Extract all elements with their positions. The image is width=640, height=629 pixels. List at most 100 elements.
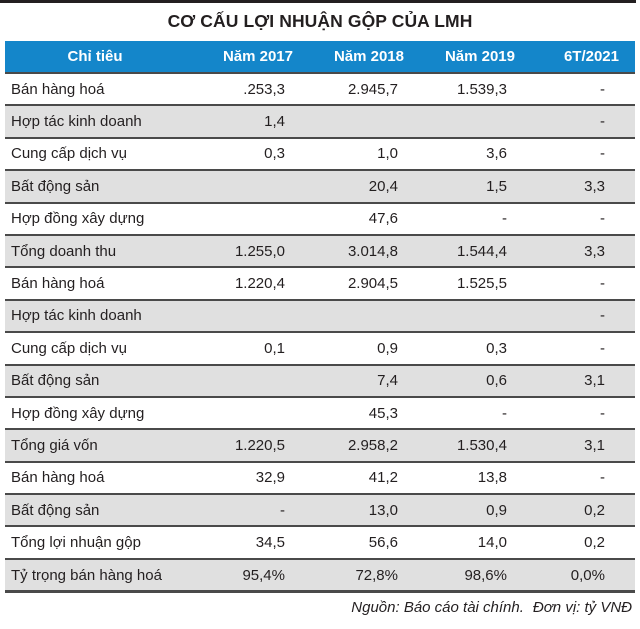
source-note: Nguồn: Báo cáo tài chính. Đơn vị: tỷ VNĐ (0, 599, 632, 616)
cell-2017: 0,1 (264, 339, 285, 357)
table-row: Tỷ trọng bán hàng hoá 95,4% 72,8% 98,6% … (5, 559, 635, 591)
cell-6t2021: - (600, 469, 605, 487)
row-label: Bất động sản (11, 372, 100, 390)
cell-2017: 34,5 (255, 534, 285, 552)
cell-2018: 56,6 (368, 534, 398, 552)
cell-6t2021: - (600, 113, 605, 131)
cell-2017: 1.255,0 (234, 242, 285, 260)
cell-2017: 32,9 (255, 469, 285, 487)
source-text: Nguồn: Báo cáo tài chính. (351, 599, 524, 617)
cell-2018: 72,8% (355, 566, 398, 584)
cell-2018 (296, 106, 408, 136)
row-label: Cung cấp dịch vụ (11, 145, 127, 163)
table-row: Hợp đồng xây dựng 45,3 - - (5, 397, 635, 431)
cell-2017 (185, 301, 296, 331)
data-table: Chỉ tiêu Năm 2017 Năm 2018 Năm 2019 6T/2… (5, 41, 635, 594)
row-label: Bán hàng hoá (11, 275, 105, 293)
cell-2019: - (502, 210, 507, 228)
cell-2019: 1.544,4 (456, 242, 507, 260)
table-row: Cung cấp dịch vụ 0,3 1,0 3,6 - (5, 138, 635, 172)
cell-2017 (185, 204, 296, 234)
table-row: Bất động sản - 13,0 0,9 0,2 (5, 495, 635, 528)
cell-2018: 41,2 (368, 469, 398, 487)
cell-2019: 0,9 (486, 501, 507, 519)
row-label: Bán hàng hoá (11, 80, 105, 98)
table-row: Tổng giá vốn 1.220,5 2.958,2 1.530,4 3,1 (5, 430, 635, 463)
table-row: Cung cấp dịch vụ 0,1 0,9 0,3 - (5, 333, 635, 366)
cell-6t2021: 3,1 (584, 436, 605, 454)
row-label: Cung cấp dịch vụ (11, 339, 127, 357)
top-divider (0, 0, 636, 3)
cell-2018: 13,0 (368, 501, 398, 519)
row-label: Bất động sản (11, 177, 100, 195)
row-label: Tổng giá vốn (11, 436, 98, 454)
table-row: Hợp tác kinh doanh - (5, 300, 635, 334)
cell-6t2021: 3,3 (584, 177, 605, 195)
page-title: CƠ CẤU LỢI NHUẬN GỘP CỦA LMH (167, 11, 473, 31)
row-label: Hợp tác kinh doanh (11, 113, 142, 131)
cell-6t2021: - (600, 339, 605, 357)
column-header-2018: Năm 2018 (333, 48, 404, 65)
table-row: Bán hàng hoá 1.220,4 2.904,5 1.525,5 - (5, 268, 635, 301)
cell-2017: 1.220,4 (234, 275, 285, 293)
cell-6t2021: 3,1 (584, 372, 605, 390)
cell-2017 (185, 398, 296, 428)
cell-2017: - (280, 501, 285, 519)
cell-6t2021: 0,2 (584, 534, 605, 552)
row-label: Tổng lợi nhuận gộp (11, 534, 141, 552)
cell-2019: 13,8 (477, 469, 507, 487)
cell-2018: 2.945,7 (347, 80, 398, 98)
cell-2019: 1.530,4 (456, 436, 507, 454)
cell-6t2021: - (600, 80, 605, 98)
cell-2017: 95,4% (242, 566, 285, 584)
cell-2019: 14,0 (477, 534, 507, 552)
table-row: Hợp đồng xây dựng 47,6 - - (5, 203, 635, 236)
table-row: Hợp tác kinh doanh 1,4 - (5, 106, 635, 139)
column-header-2017: Năm 2017 (222, 48, 293, 65)
cell-2018: 7,4 (377, 372, 398, 390)
row-label: Hợp tác kinh doanh (11, 307, 142, 325)
cell-6t2021: 0,0% (570, 566, 605, 584)
table-row: Bất động sản 20,4 1,5 3,3 (5, 171, 635, 204)
cell-2018 (296, 301, 408, 331)
cell-2019: 1.539,3 (456, 80, 507, 98)
cell-2017: 1,4 (264, 113, 285, 131)
cell-2018: 47,6 (368, 210, 398, 228)
cell-2017 (185, 366, 296, 396)
cell-2017: 1.220,5 (234, 436, 285, 454)
cell-2019: 3,6 (486, 145, 507, 163)
cell-2018: 2.904,5 (347, 275, 398, 293)
cell-2017: 0,3 (264, 145, 285, 163)
cell-2019: 0,3 (486, 339, 507, 357)
cell-2019: - (502, 404, 507, 422)
cell-6t2021: - (600, 275, 605, 293)
row-label: Bán hàng hoá (11, 469, 105, 487)
row-label: Hợp đồng xây dựng (11, 404, 145, 422)
cell-2019: 0,6 (486, 372, 507, 390)
cell-6t2021: - (600, 307, 605, 325)
table-row: Bán hàng hoá 32,9 41,2 13,8 - (5, 462, 635, 496)
column-header-2019: Năm 2019 (444, 48, 515, 65)
table-row: Bán hàng hoá .253,3 2.945,7 1.539,3 - (5, 74, 635, 107)
cell-2018: 3.014,8 (347, 242, 398, 260)
row-label: Hợp đồng xây dựng (11, 210, 145, 228)
table-body: Bán hàng hoá .253,3 2.945,7 1.539,3 - Hợ… (5, 74, 635, 591)
table-row: Tổng doanh thu 1.255,0 3.014,8 1.544,4 3… (5, 235, 635, 269)
cell-6t2021: - (600, 210, 605, 228)
cell-2018: 0,9 (377, 339, 398, 357)
cell-6t2021: 0,2 (584, 501, 605, 519)
cell-2019: 1.525,5 (456, 275, 507, 293)
cell-2017 (185, 171, 296, 201)
cell-2019 (408, 106, 518, 136)
table-row: Tổng lợi nhuận gộp 34,5 56,6 14,0 0,2 (5, 527, 635, 560)
row-label: Tỷ trọng bán hàng hoá (11, 566, 162, 584)
row-label: Tổng doanh thu (11, 242, 117, 260)
cell-2018: 20,4 (368, 177, 398, 195)
row-label: Bất động sản (11, 501, 100, 519)
unit-text: Đơn vị: tỷ VNĐ (532, 599, 632, 617)
cell-2018: 1,0 (377, 145, 398, 163)
table-header-row: Chỉ tiêu Năm 2017 Năm 2018 Năm 2019 6T/2… (5, 41, 635, 74)
cell-2019: 98,6% (464, 566, 507, 584)
cell-2017: .253,3 (243, 80, 285, 98)
